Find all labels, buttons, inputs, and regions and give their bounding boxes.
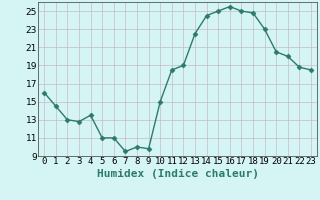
X-axis label: Humidex (Indice chaleur): Humidex (Indice chaleur) — [97, 169, 259, 179]
